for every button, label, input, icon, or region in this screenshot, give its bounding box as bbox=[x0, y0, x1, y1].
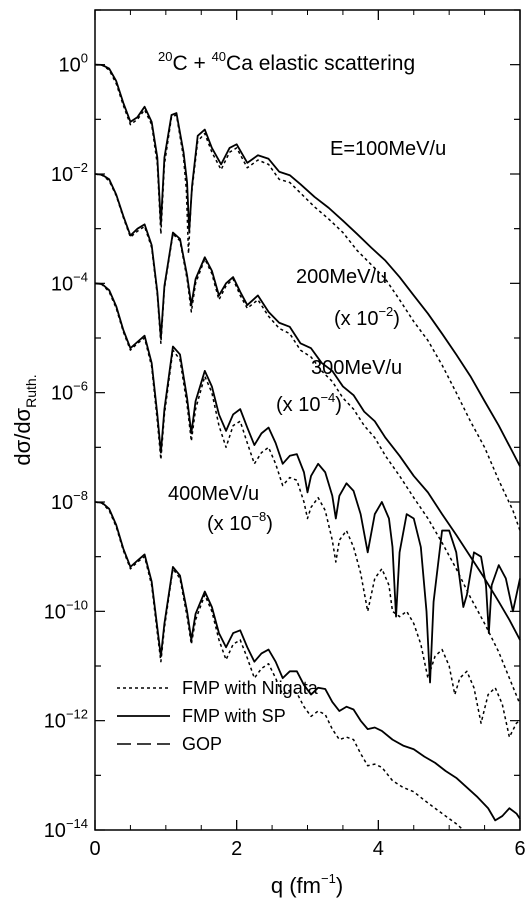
y-tick-label: 10−10 bbox=[44, 597, 88, 623]
curve-dotted-100mevu bbox=[94, 63, 521, 531]
tick-labels-layer: 0 2 4 6 100 10−2 10−4 10−6 10−8 10−10 10−12 10−14 bbox=[44, 51, 526, 860]
curves-layer bbox=[94, 63, 521, 831]
energy-label-300: 300MeV/u bbox=[311, 357, 402, 379]
legend: FMP with Niigata FMP with SP GOP bbox=[117, 678, 319, 754]
x-tick-label: 2 bbox=[231, 838, 242, 860]
y-tick-label: 10−6 bbox=[51, 379, 88, 405]
x-tick-label: 0 bbox=[89, 838, 100, 860]
y-tick-label: 10−12 bbox=[44, 707, 88, 733]
y-tick-label: 10−4 bbox=[51, 269, 88, 295]
y-tick-label: 10−2 bbox=[51, 160, 88, 186]
factor-label-200: (x 10−2) bbox=[334, 304, 400, 330]
factor-label-300: (x 10−4) bbox=[276, 390, 342, 416]
x-tick-label: 6 bbox=[514, 838, 525, 860]
energy-label-100: E=100MeV/u bbox=[330, 138, 446, 160]
y-tick-label: 10−8 bbox=[51, 488, 88, 514]
curve-solid-100mevu bbox=[94, 63, 521, 467]
y-tick-label: 10−14 bbox=[44, 816, 88, 842]
y-tick-label: 100 bbox=[59, 51, 88, 77]
factor-label-400: (x 10−8) bbox=[207, 509, 273, 535]
legend-label-gop: GOP bbox=[182, 734, 222, 754]
curve-solid-300mevu bbox=[94, 282, 521, 684]
x-axis-label: q (fm−1) bbox=[271, 871, 343, 898]
y-axis-label: dσ/dσRuth. bbox=[10, 374, 39, 465]
chart-title: 20C + 40Ca elastic scattering bbox=[158, 49, 415, 75]
energy-label-400: 400MeV/u bbox=[168, 483, 259, 505]
ticks-layer bbox=[94, 9, 521, 831]
energy-label-200: 200MeV/u bbox=[296, 266, 387, 288]
curve-dotted-400mevu bbox=[94, 501, 464, 831]
legend-label-sp: FMP with SP bbox=[182, 706, 286, 726]
x-tick-label: 4 bbox=[373, 838, 384, 860]
curve-solid-400mevu bbox=[94, 501, 521, 822]
legend-label-niigata: FMP with Niigata bbox=[182, 678, 319, 698]
curve-solid-200mevu bbox=[94, 173, 521, 641]
curve-dotted-300mevu bbox=[94, 282, 521, 738]
